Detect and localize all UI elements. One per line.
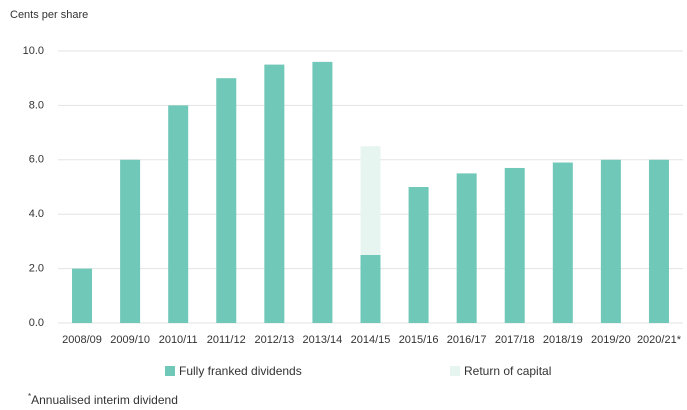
y-tick-label: 2.0 (29, 263, 44, 275)
bar-segment (504, 167, 525, 323)
bar-segment (264, 64, 285, 323)
legend-swatch (450, 366, 460, 376)
bar-segment (168, 105, 189, 324)
y-tick-label: 10.0 (23, 45, 44, 57)
x-tick-label: 2018/19 (543, 334, 583, 346)
footnote-text: Annualised interim dividend (31, 393, 178, 407)
legend-swatch (165, 366, 175, 376)
x-tick-label: 2011/12 (207, 334, 246, 346)
bar-segment (120, 159, 141, 323)
y-tick-label: 8.0 (29, 99, 44, 111)
x-tick-label: 2012/13 (254, 334, 294, 346)
bar-segment (216, 78, 237, 323)
x-tick-label: 2013/14 (303, 334, 343, 346)
bar-segment (456, 173, 477, 323)
x-tick-label: 2015/16 (399, 334, 439, 346)
x-tick-label: 2017/18 (495, 334, 535, 346)
bar-segment (360, 146, 381, 255)
y-tick-label: 0.0 (29, 317, 44, 329)
bar-segment (552, 162, 573, 323)
x-tick-label: 2020/21* (637, 334, 682, 346)
y-tick-label: 6.0 (29, 154, 44, 166)
bar-segment (312, 61, 333, 323)
x-tick-label: 2016/17 (447, 334, 487, 346)
bar-segment (600, 159, 621, 323)
legend-label: Return of capital (464, 364, 551, 378)
x-tick-label: 2019/20 (591, 334, 631, 346)
bar-segment (648, 159, 669, 323)
x-tick-label: 2008/09 (62, 334, 102, 346)
x-tick-label: 2014/15 (351, 334, 391, 346)
x-tick-label: 2009/10 (110, 334, 150, 346)
legend-label: Fully franked dividends (179, 364, 302, 378)
footnote-marker: * (28, 392, 31, 401)
bar-segment (72, 268, 93, 323)
footnote: *Annualised interim dividend (28, 392, 178, 407)
bar-segment (360, 255, 381, 323)
bar-segment (408, 187, 429, 323)
y-axis-label: Cents per share (10, 9, 88, 21)
x-tick-label: 2010/11 (159, 334, 198, 346)
y-tick-label: 4.0 (29, 208, 44, 220)
